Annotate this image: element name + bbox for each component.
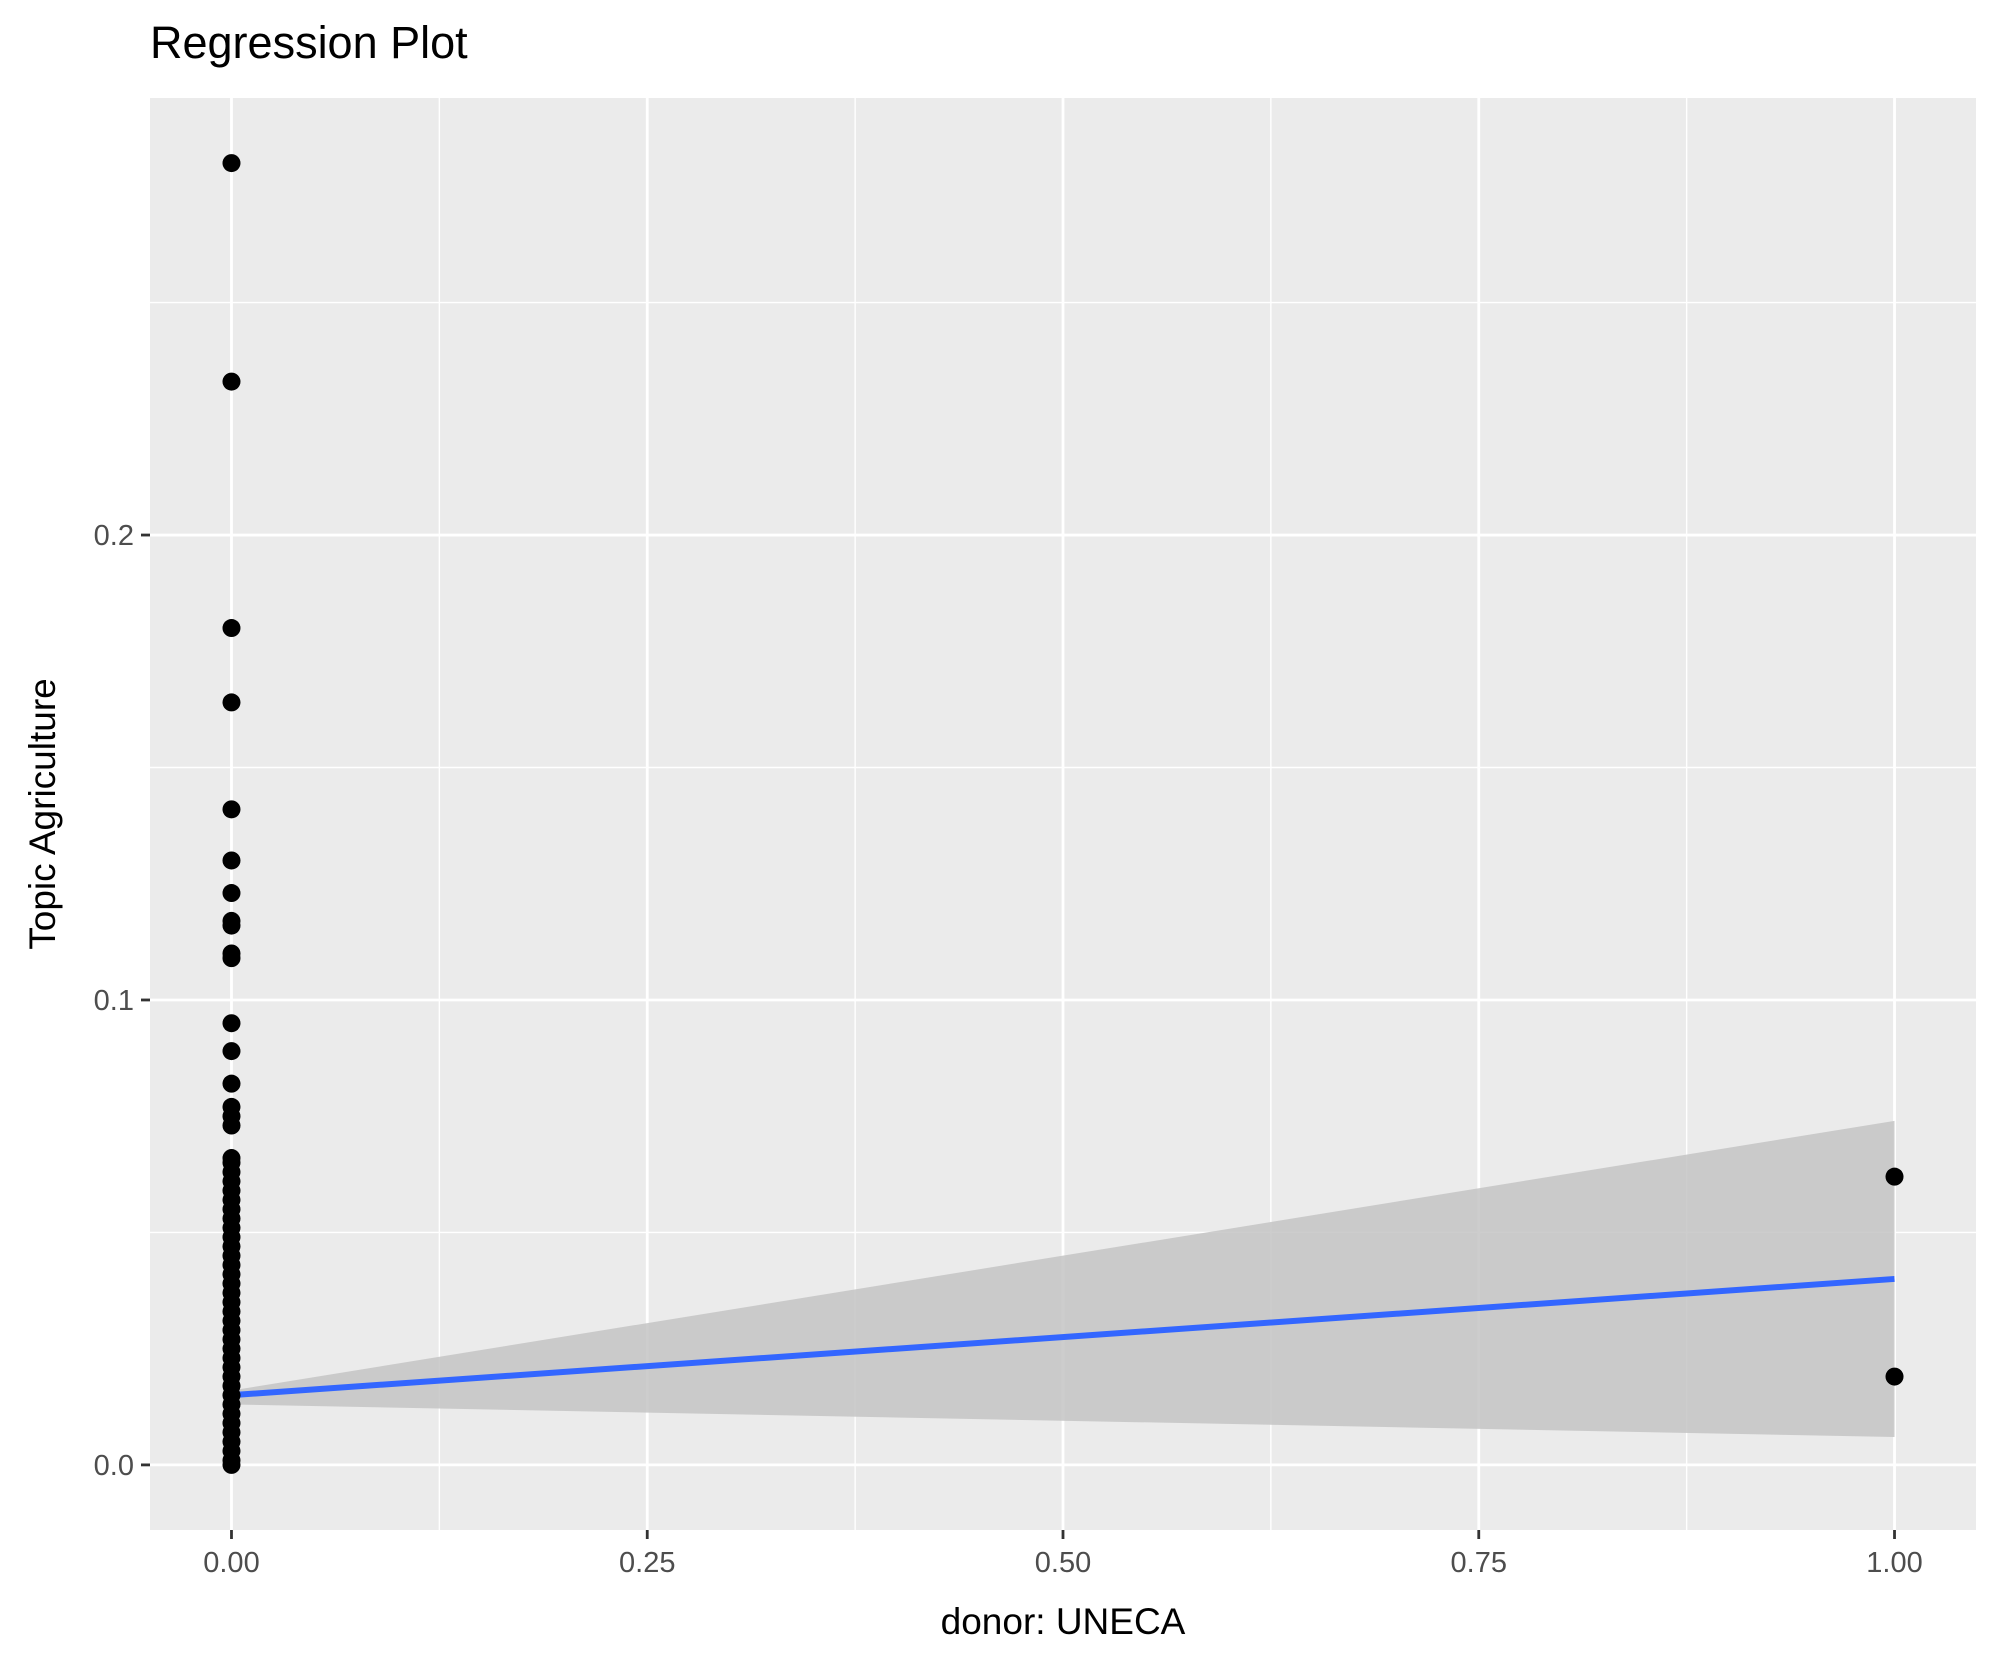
x-tick-label: 0.75	[1451, 1547, 1507, 1579]
data-point	[222, 949, 241, 968]
regression-line-layer	[231, 1275, 1895, 1399]
data-point	[222, 619, 241, 638]
y-axis: 0.0 0.1 0.2	[94, 520, 150, 1482]
data-point	[222, 1116, 241, 1135]
x-tick-label: 0.50	[1035, 1547, 1091, 1579]
data-point	[222, 1014, 241, 1033]
y-axis-title: Topic Agriculture	[22, 678, 63, 949]
data-point	[222, 884, 241, 903]
data-point	[222, 1074, 241, 1093]
data-point	[1885, 1367, 1904, 1386]
confidence-band	[231, 1120, 1895, 1438]
x-tick-label: 0.25	[619, 1547, 675, 1579]
data-point	[222, 851, 241, 870]
data-point	[222, 372, 241, 391]
data-point	[222, 916, 241, 935]
y-tick-label: 0.2	[94, 520, 134, 552]
confidence-band-layer	[231, 1120, 1895, 1438]
data-point	[222, 154, 241, 173]
x-axis-title: donor: UNECA	[941, 1601, 1186, 1642]
data-point	[1885, 1167, 1904, 1186]
data-point	[222, 1042, 241, 1061]
data-point	[222, 693, 241, 712]
points-layer	[222, 154, 1904, 1474]
y-tick-label: 0.0	[94, 1450, 134, 1482]
x-tick-label: 0.00	[203, 1547, 259, 1579]
x-axis: 0.00 0.25 0.50 0.75 1.00	[203, 1530, 1923, 1579]
chart-title: Regression Plot	[150, 17, 468, 68]
data-point	[222, 1455, 241, 1474]
regression-line	[231, 1275, 1895, 1399]
x-tick-label: 1.00	[1866, 1547, 1922, 1579]
y-tick-label: 0.1	[94, 985, 134, 1017]
data-point	[222, 800, 241, 819]
